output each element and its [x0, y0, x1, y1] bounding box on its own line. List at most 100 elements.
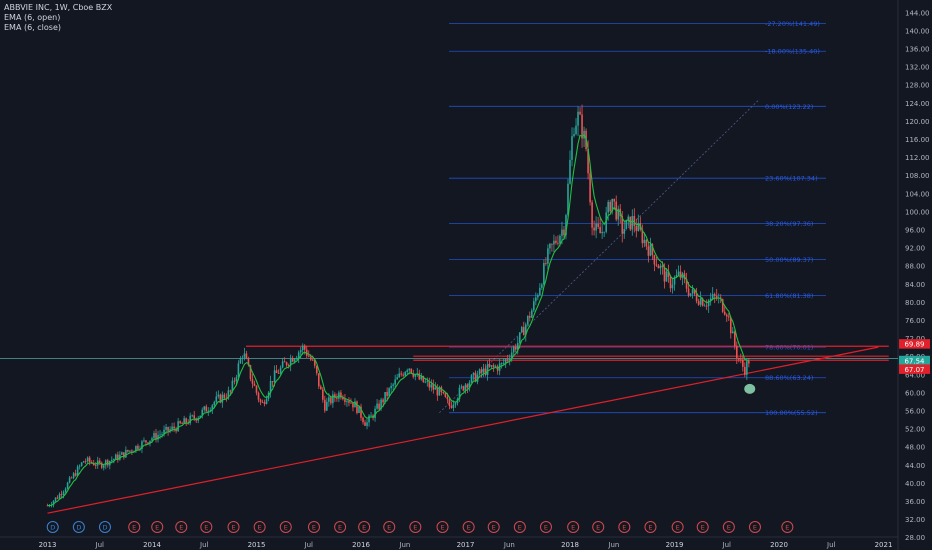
event-marker — [539, 521, 552, 533]
candle-body — [78, 465, 81, 467]
candle-body — [472, 372, 475, 376]
candle-body — [581, 114, 583, 139]
candle-body — [729, 317, 732, 334]
candle-body — [647, 246, 650, 256]
x-tick-label: 2016 — [352, 541, 370, 549]
candle-body — [153, 433, 155, 439]
candle-body — [733, 331, 736, 347]
candle-body — [356, 401, 358, 413]
candle-body — [659, 265, 662, 269]
event-marker — [722, 521, 735, 533]
candle-body — [454, 403, 457, 405]
candle-body — [299, 350, 302, 353]
candle-body — [74, 473, 77, 476]
y-tick-label: 36.00 — [905, 498, 925, 506]
event-marker-label: E — [179, 524, 183, 532]
event-marker — [748, 521, 761, 533]
candle-body — [54, 497, 57, 501]
x-tick-label: Jul — [722, 541, 732, 549]
candle-body — [271, 381, 274, 383]
candle-body — [673, 277, 676, 285]
candle-body — [386, 392, 388, 396]
y-tick-label: 40.00 — [905, 480, 925, 488]
candle-body — [432, 384, 435, 390]
fib-level-label: 23.60%(107.34) — [765, 175, 818, 183]
candle-body — [241, 357, 244, 359]
candle-body — [384, 392, 386, 403]
candle-body — [376, 403, 378, 409]
y-tick-label: 112.00 — [905, 154, 930, 162]
candle-body — [655, 264, 658, 266]
candle-body — [183, 418, 185, 424]
candle-body — [348, 400, 350, 403]
candle-body — [189, 415, 191, 424]
candle-body — [370, 415, 372, 417]
candle-body — [127, 449, 129, 452]
candle-body — [657, 265, 660, 269]
candle-body — [587, 149, 589, 174]
candle-body — [746, 361, 748, 375]
candle-body — [378, 403, 380, 409]
candle-body — [424, 381, 427, 383]
candle-body — [161, 434, 163, 435]
candle-body — [249, 365, 252, 380]
candle-body — [255, 385, 258, 393]
candle-body — [593, 227, 595, 231]
candle-body — [402, 374, 405, 376]
event-marker — [462, 521, 475, 533]
candle-body — [303, 345, 306, 350]
candle-body — [350, 402, 352, 404]
event-marker — [279, 521, 292, 533]
candle-body — [191, 415, 193, 417]
x-tick-label: Jul — [826, 541, 836, 549]
candle-body — [448, 399, 451, 406]
candle-body — [537, 295, 539, 298]
event-marker — [175, 521, 188, 533]
fib-level-label: 61.80%(81.38) — [765, 292, 813, 300]
candle-body — [330, 397, 332, 404]
candle-body — [84, 461, 87, 463]
candle-body — [106, 460, 109, 466]
candle-body — [332, 394, 334, 404]
candle-body — [514, 346, 517, 350]
y-tick-label: 116.00 — [905, 136, 930, 144]
candle-body — [436, 387, 439, 396]
candle-body — [462, 386, 465, 391]
candle-body — [125, 449, 127, 458]
x-tick-label: 2014 — [143, 541, 161, 549]
candle-body — [744, 366, 746, 375]
candle-body — [233, 380, 236, 382]
x-tick-label: 2018 — [561, 541, 579, 549]
y-tick-label: 28.00 — [905, 534, 925, 542]
candle-body — [72, 473, 75, 478]
y-tick-label: 84.00 — [905, 281, 925, 289]
event-marker-label: E — [518, 524, 522, 532]
candle-body — [412, 373, 415, 377]
candle-body — [631, 216, 634, 230]
price-label-box — [899, 339, 930, 349]
candle-body — [281, 361, 284, 368]
fib-level-label: 100.00%(55.52) — [765, 409, 818, 417]
candle-body — [265, 398, 268, 404]
candle-body — [309, 356, 312, 360]
event-marker — [592, 521, 605, 533]
candle-body — [547, 248, 549, 264]
candle-body — [701, 298, 704, 306]
event-marker-label: E — [312, 524, 316, 532]
candle-body — [80, 462, 83, 466]
candle-body — [621, 216, 624, 234]
candle-body — [394, 379, 396, 385]
candle-body — [205, 406, 208, 412]
candle-body — [311, 359, 314, 361]
candle-body — [295, 357, 298, 360]
candle-body — [392, 384, 394, 386]
candle-body — [526, 315, 529, 325]
candle-body — [591, 202, 593, 228]
candle-body — [691, 289, 694, 294]
event-marker-label: D — [102, 524, 107, 532]
candle-body — [677, 271, 680, 276]
fib-level-label: 78.60%(70.01) — [765, 344, 813, 352]
candle-body — [229, 390, 232, 392]
event-marker — [128, 521, 141, 533]
